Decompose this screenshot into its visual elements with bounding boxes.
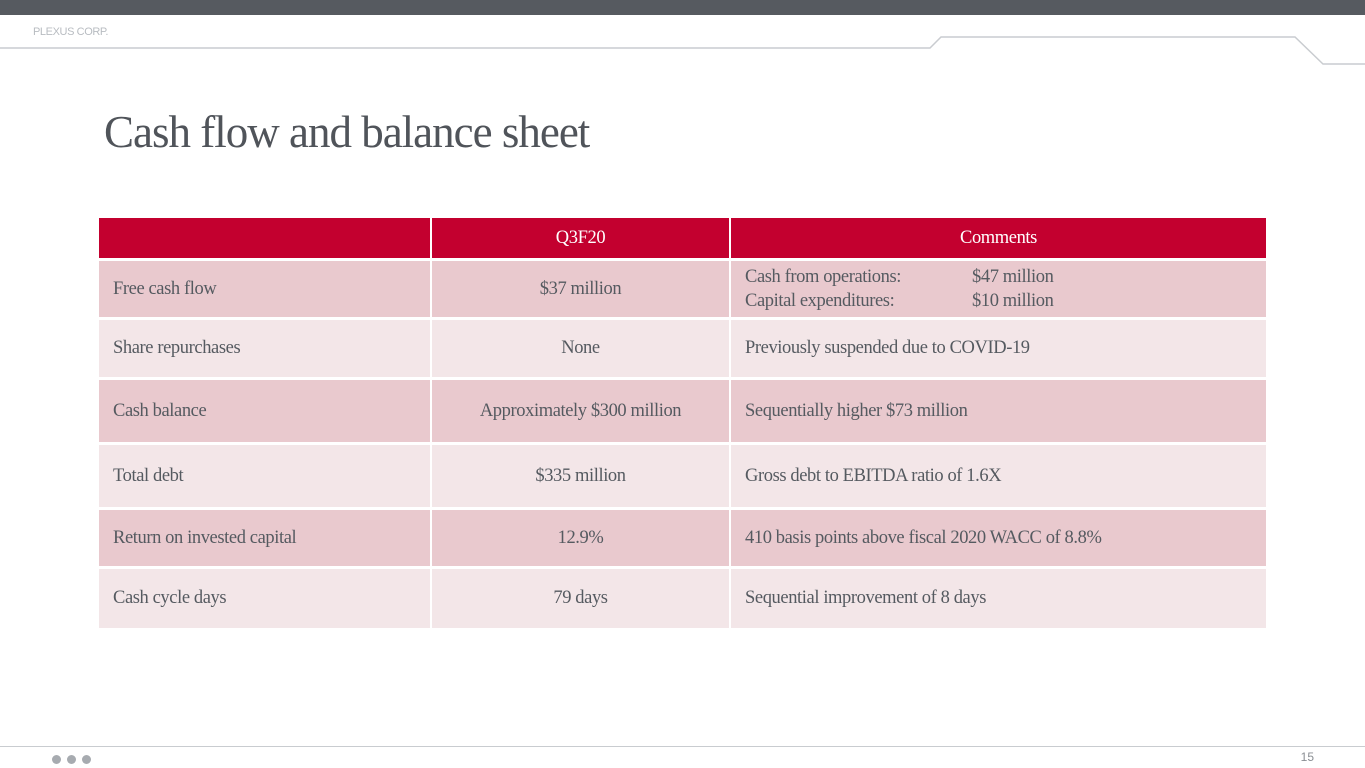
footer-divider — [0, 746, 1365, 747]
row-value: 12.9% — [432, 510, 731, 569]
row-comment: Sequentially higher $73 million — [731, 380, 1266, 445]
row-label: Share repurchases — [99, 320, 432, 380]
slide-title: Cash flow and balance sheet — [104, 107, 590, 157]
top-bar — [0, 0, 1365, 15]
table-row: Cash cycle days 79 days Sequential impro… — [99, 569, 1266, 631]
row-value: Approximately $300 million — [432, 380, 731, 445]
row-value: $335 million — [432, 445, 731, 510]
ellipsis-dots-icon — [52, 755, 91, 764]
row-label: Return on invested capital — [99, 510, 432, 569]
column-header-metric — [99, 218, 432, 261]
row-value: 79 days — [432, 569, 731, 631]
table-row: Free cash flow $37 million Cash from ope… — [99, 261, 1266, 320]
row-label: Cash balance — [99, 380, 432, 445]
table-row: Share repurchases None Previously suspen… — [99, 320, 1266, 380]
row-label: Total debt — [99, 445, 432, 510]
cash-flow-table: Q3F20 Comments Free cash flow $37 millio… — [99, 218, 1266, 631]
column-header-q3f20: Q3F20 — [432, 218, 731, 261]
table-row: Return on invested capital 12.9% 410 bas… — [99, 510, 1266, 569]
comment-key: Capital expenditures: — [745, 291, 895, 311]
row-label: Cash cycle days — [99, 569, 432, 631]
row-value: None — [432, 320, 731, 380]
comment-value: $47 million — [972, 267, 1054, 287]
row-comment: Sequential improvement of 8 days — [731, 569, 1266, 631]
column-header-comments: Comments — [731, 218, 1266, 261]
row-comment: 410 basis points above fiscal 2020 WACC … — [731, 510, 1266, 569]
row-comment: Gross debt to EBITDA ratio of 1.6X — [731, 445, 1266, 510]
row-comment: Cash from operations: $47 million Capital… — [731, 261, 1266, 320]
row-value: $37 million — [432, 261, 731, 320]
table-row: Total debt $335 million Gross debt to EB… — [99, 445, 1266, 510]
table-header-row: Q3F20 Comments — [99, 218, 1266, 261]
comment-key: Cash from operations: — [745, 267, 902, 287]
brand-logo-text: PLEXUS CORP. — [33, 26, 109, 38]
header-divider — [0, 36, 1365, 65]
comment-value: $10 million — [972, 291, 1054, 311]
row-comment: Previously suspended due to COVID-19 — [731, 320, 1266, 380]
table-row: Cash balance Approximately $300 million … — [99, 380, 1266, 445]
page-number: 15 — [1300, 750, 1314, 764]
row-label: Free cash flow — [99, 261, 432, 320]
